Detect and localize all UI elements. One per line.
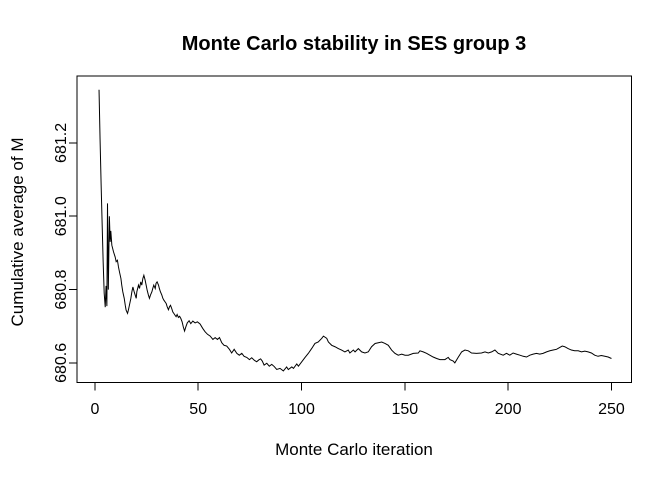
y-axis-tick-label: 681.0 (53, 196, 70, 236)
y-axis-tick-label: 680.8 (53, 269, 70, 309)
axes-layer: 0 50 100 150 200 250 680.6 680.8 681.0 681.2 (53, 75, 632, 418)
chart-title: Monte Carlo stability in SES group 3 (182, 33, 526, 55)
x-axis-tick-label: 100 (288, 401, 315, 418)
y-axis-tick-label: 680.6 (53, 343, 70, 383)
y-axis-label: Cumulative average of M (8, 138, 27, 327)
series-layer (98, 89, 612, 372)
x-axis-tick-label: 150 (391, 401, 418, 418)
x-axis-tick-label: 0 (90, 401, 99, 418)
x-axis-tick-label: 200 (495, 401, 522, 418)
data-line (98, 89, 612, 372)
plot-box (76, 75, 632, 383)
x-axis-label: Monte Carlo iteration (275, 440, 433, 459)
y-axis-tick-label: 681.2 (53, 123, 70, 163)
x-axis-tick-label: 250 (598, 401, 625, 418)
x-axis-tick-label: 50 (189, 401, 207, 418)
